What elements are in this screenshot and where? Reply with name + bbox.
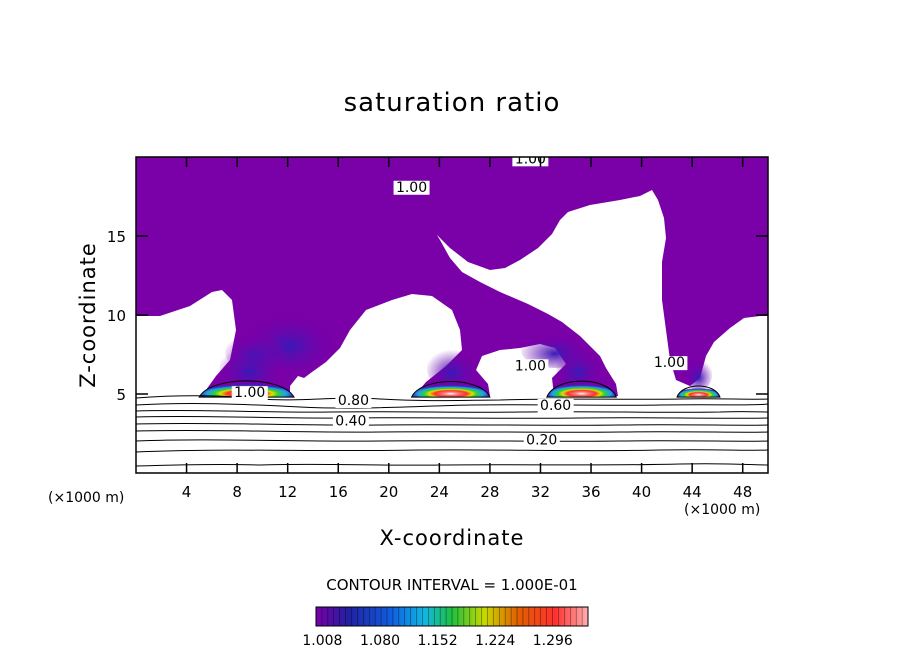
- colorbar-tick-label: 1.008: [302, 633, 342, 649]
- contour-label: 1.00: [654, 355, 685, 371]
- x-tick-label: 16: [329, 483, 348, 501]
- contour-interval-label: CONTOUR INTERVAL = 1.000E-01: [326, 576, 578, 594]
- y-tick-label: 10: [107, 307, 126, 325]
- contour-label-bg: [332, 414, 369, 429]
- x-tick-label: 20: [379, 483, 398, 501]
- contour-label: 0.20: [526, 433, 557, 449]
- contour-line: [136, 403, 768, 409]
- x-unit-label-right: (×1000 m): [684, 502, 761, 518]
- contour-label-bg: [393, 180, 430, 195]
- x-tick-label: 12: [278, 483, 297, 501]
- contour-label: 0.40: [335, 414, 366, 430]
- contour-label-bg: [335, 394, 372, 409]
- contour-label-bg: [512, 157, 549, 167]
- cell-plume: [556, 346, 601, 390]
- x-tick-label: 40: [632, 483, 651, 501]
- contour-label: 1.00: [234, 385, 265, 401]
- contour-line: [136, 422, 768, 426]
- contour-line: [136, 449, 768, 453]
- x-tick-label: 48: [733, 483, 752, 501]
- x-tick-label: 24: [430, 483, 449, 501]
- x-tick-label: 8: [232, 483, 242, 501]
- contour-label: 0.80: [338, 393, 369, 409]
- x-unit-label-left: (×1000 m): [48, 490, 125, 506]
- colorbar-tick-label: 1.152: [418, 633, 458, 649]
- contour-line: [136, 429, 768, 433]
- cell-plume: [426, 347, 478, 390]
- supersaturation-cell: [676, 385, 721, 398]
- x-tick-label: 44: [683, 483, 702, 501]
- contour-label-bg: [512, 359, 549, 374]
- contour-label: 1.00: [515, 358, 546, 374]
- supersaturation-cell: [546, 380, 618, 398]
- contour-label: 1.00: [396, 180, 427, 196]
- contour-line: [136, 409, 768, 413]
- contour-label: 1.00: [515, 151, 546, 167]
- x-tick-label: 28: [480, 483, 499, 501]
- contour-label: 0.60: [540, 398, 571, 414]
- colorbar-tick-label: 1.224: [475, 633, 515, 649]
- contour-line: [136, 415, 768, 419]
- x-tick-label: 32: [531, 483, 550, 501]
- colorbar-tick-label: 1.080: [360, 633, 400, 649]
- x-tick-label: 36: [581, 483, 600, 501]
- contour-label-bg: [523, 433, 560, 448]
- contour-line: [136, 439, 768, 442]
- contour-label-bg: [231, 386, 268, 401]
- y-tick-label: 15: [107, 228, 126, 246]
- contour-label-bg: [537, 398, 574, 413]
- x-tick-label: 4: [182, 483, 192, 501]
- chart-title: saturation ratio: [343, 88, 561, 118]
- colorbar-tick-label: 1.296: [533, 633, 573, 649]
- supersaturation-cell: [410, 381, 491, 398]
- cell-plume: [219, 345, 281, 390]
- x-axis-label: X-coordinate: [379, 526, 525, 550]
- contour-label-bg: [651, 356, 688, 371]
- cell-plume: [684, 357, 713, 391]
- y-tick-label: 5: [116, 386, 126, 404]
